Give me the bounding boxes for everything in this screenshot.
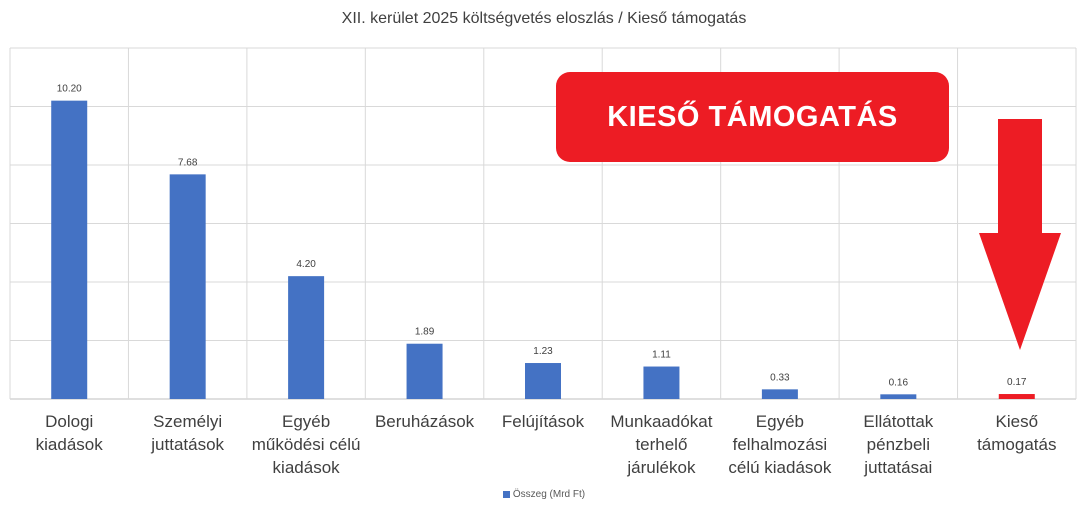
data-label: 1.11 (652, 350, 671, 361)
category-label: Kieső (996, 412, 1039, 431)
data-label: 10.20 (57, 84, 82, 95)
category-label: kiadások (36, 435, 104, 454)
bar (169, 174, 206, 399)
down-arrow-icon (979, 119, 1061, 350)
data-label: 0.16 (889, 377, 909, 388)
data-label: 7.68 (178, 157, 198, 168)
category-label: terhelő (635, 435, 687, 454)
bars (51, 100, 1035, 400)
category-labels: Dologi kiadások Személyi juttatások Egyéb műk… (36, 412, 1057, 477)
bar (880, 394, 917, 399)
bar (643, 366, 680, 399)
chart-title: XII. kerület 2025 költségvetés eloszlás … (341, 10, 747, 27)
bar (51, 100, 88, 400)
bar (406, 343, 443, 399)
category-label: működési célú (252, 435, 361, 454)
category-label: Dologi (45, 412, 93, 431)
data-label: 1.89 (415, 327, 435, 338)
legend: Összeg (Mrd Ft) (0, 489, 1088, 500)
bar (998, 394, 1035, 399)
bar (288, 276, 325, 399)
bar (761, 389, 798, 399)
data-labels: 10.20 7.68 4.20 1.89 1.23 1.11 0.33 0.16 0.17 (57, 84, 1027, 389)
category-label: támogatás (977, 435, 1056, 454)
callout-banner: KIESŐ TÁMOGATÁS (556, 72, 949, 162)
category-label: pénzbeli (867, 435, 930, 454)
legend-swatch (502, 490, 510, 498)
category-label: Beruházások (375, 412, 475, 431)
category-label: Ellátottak (863, 412, 933, 431)
category-label: járulékok (626, 458, 696, 477)
data-label: 1.23 (533, 346, 553, 357)
category-label: felhalmozási (733, 435, 828, 454)
category-label: Munkaadókat (610, 412, 712, 431)
category-label: Felújítások (502, 412, 585, 431)
category-label: juttatásai (863, 458, 932, 477)
down-arrow-shape (979, 119, 1061, 350)
category-label: célú kiadások (728, 458, 832, 477)
bar (525, 363, 561, 399)
legend-label: Összeg (Mrd Ft) (512, 489, 586, 500)
category-label: Egyéb (756, 412, 804, 431)
category-label: Személyi (153, 412, 222, 431)
data-label: 0.33 (770, 372, 790, 383)
category-label: Egyéb (282, 412, 330, 431)
data-label: 0.17 (1007, 377, 1027, 388)
category-label: kiadások (273, 458, 341, 477)
data-label: 4.20 (296, 259, 316, 270)
category-label: juttatások (150, 435, 224, 454)
